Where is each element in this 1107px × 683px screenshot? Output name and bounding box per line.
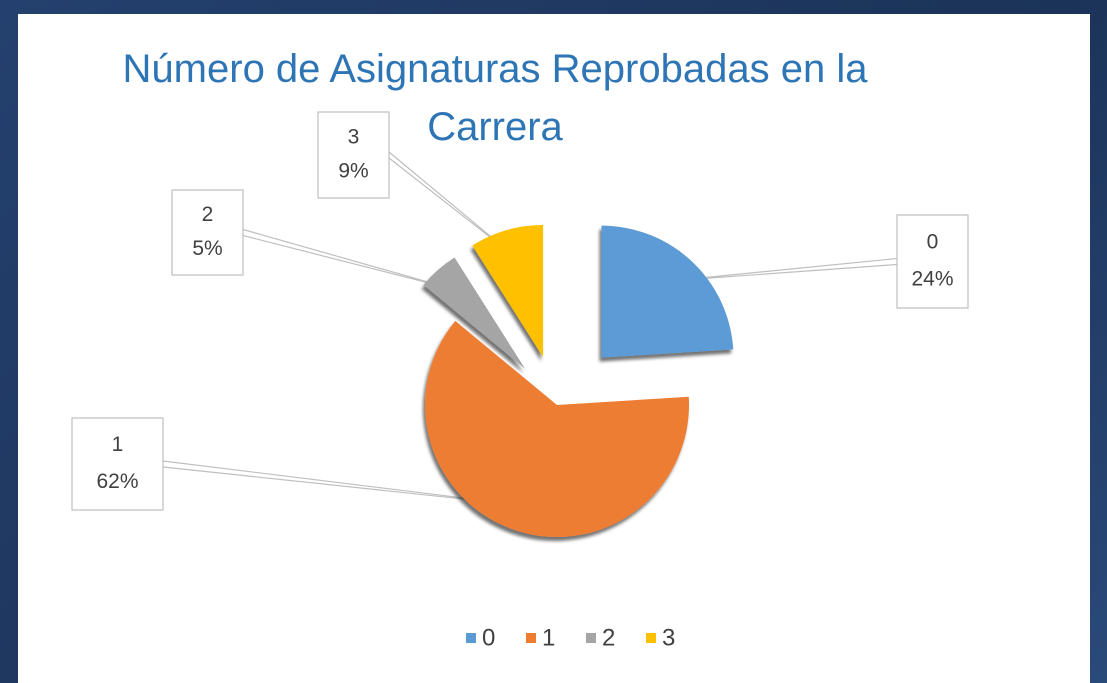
legend-swatch xyxy=(646,633,656,643)
legend-label: 0 xyxy=(482,624,495,651)
data-label: 5% xyxy=(192,237,222,260)
label-box xyxy=(896,214,969,309)
data-label-category: 0 xyxy=(927,230,939,253)
legend-swatch xyxy=(586,633,596,643)
legend-label: 3 xyxy=(662,624,675,651)
data-label-category: 1 xyxy=(112,433,124,456)
chart-area xyxy=(18,14,1090,683)
pie-slice xyxy=(425,320,689,537)
leader-line xyxy=(673,257,898,282)
data-label-category: 2 xyxy=(202,203,214,226)
legend-swatch xyxy=(466,633,476,643)
legend-label: 2 xyxy=(602,624,615,651)
label-box xyxy=(317,111,390,199)
chart-title: Número de Asignaturas Reprobadas en la C… xyxy=(122,47,868,149)
leader-line xyxy=(242,228,456,291)
data-label: 9% xyxy=(338,160,368,183)
pie-slice xyxy=(601,225,734,358)
data-label: 62% xyxy=(96,470,138,493)
legend-label: 1 xyxy=(542,624,555,651)
pie-slice xyxy=(423,257,526,369)
label-box xyxy=(171,189,244,276)
pie-slice xyxy=(472,224,544,357)
label-box xyxy=(71,417,164,511)
data-label-category: 3 xyxy=(348,125,360,148)
data-label: 24% xyxy=(911,268,953,291)
legend-swatch xyxy=(526,633,536,643)
